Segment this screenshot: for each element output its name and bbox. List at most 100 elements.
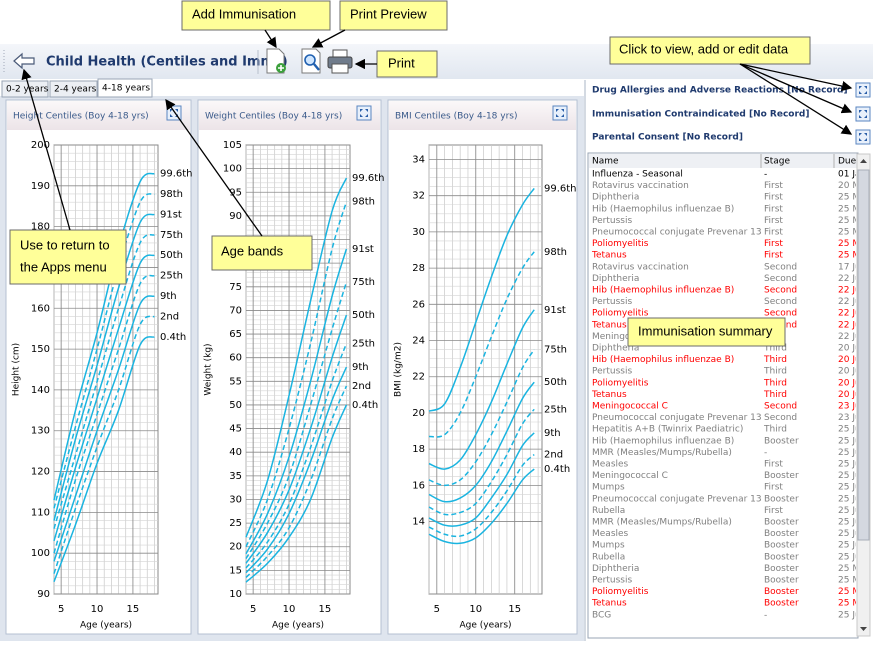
print-button[interactable] — [327, 49, 353, 74]
cell-due: 20 Ju — [838, 378, 861, 388]
tab[interactable] — [1, 80, 49, 98]
y-tick-label: 45 — [229, 424, 242, 435]
table-row[interactable]: Rubella First 25 Ju — [592, 506, 861, 516]
centile-line — [245, 177, 348, 538]
table-row[interactable]: Pneumococcal conjugate Prevenar 13 Second… — [592, 413, 861, 423]
cell-stage: Booster — [764, 576, 799, 586]
table-row[interactable]: Poliomyelitis Third 20 Ju — [592, 378, 861, 388]
cell-stage: Third — [763, 367, 787, 377]
table-row[interactable]: Diphtheria Second 22 Ju — [592, 274, 861, 284]
x-tick-label: 15 — [319, 604, 332, 615]
cell-name: MMR (Measles/Mumps/Rubella) — [592, 448, 732, 458]
expand-button[interactable] — [356, 105, 372, 121]
y-tick-label: 24 — [412, 336, 425, 347]
cell-name: Influenza - Seasonal — [592, 170, 683, 180]
callout-box — [211, 235, 313, 271]
table-row[interactable]: Mumps First 25 Ju — [592, 483, 861, 493]
tab-selected[interactable] — [97, 78, 153, 98]
table-row[interactable]: Hib (Haemophilus influenzae B) First 25 M — [592, 204, 860, 214]
cell-stage: First — [764, 239, 783, 249]
table-row[interactable]: Influenza - Seasonal - 01 Ja — [592, 170, 860, 180]
y-tick-label: 26 — [412, 299, 425, 310]
chart-panel: Weight Centiles (Boy 4-18 yrs) 10 15 20 25 30… — [197, 99, 385, 635]
table-row[interactable]: Tetanus Third 20 Ju — [591, 390, 861, 400]
table-row[interactable]: Tetanus Booster 25 M — [591, 599, 860, 609]
table-row[interactable]: Poliomyelitis Booster 25 M — [592, 587, 860, 597]
centile-label: 50th — [544, 377, 567, 388]
table-row[interactable]: Pertussis First 25 M — [592, 216, 860, 226]
table-row[interactable]: Hepatitis A+B (Twinrix Paediatric) Third 2… — [592, 425, 861, 435]
cell-name: Rubella — [592, 552, 625, 562]
expand-button[interactable] — [855, 82, 871, 98]
add-immunisation-button[interactable] — [266, 48, 286, 74]
cell-due: 25 M — [838, 204, 860, 214]
cell-due: 25 Ju — [838, 552, 861, 562]
cell-stage: First — [764, 193, 783, 203]
table-row[interactable]: Mumps Booster 25 Ju — [592, 541, 861, 551]
table-row[interactable]: MMR (Measles/Mumps/Rubella) - 25 Ju — [592, 448, 861, 458]
column-header[interactable]: Name — [592, 157, 619, 167]
table-row[interactable]: Diphtheria Third 20 Ju — [592, 344, 861, 354]
arrow — [165, 98, 263, 237]
table-row[interactable]: Rotavirus vaccination Second 17 Ju — [592, 262, 861, 272]
cell-stage: Booster — [764, 529, 799, 539]
y-tick-label: 32 — [412, 191, 425, 202]
cell-due: 25 M — [838, 576, 860, 586]
table-row[interactable]: Pertussis Third 20 Ju — [592, 367, 861, 377]
expand-button[interactable] — [855, 129, 871, 145]
table-row[interactable]: Diphtheria Booster 25 M — [592, 564, 860, 574]
y-tick-label: 25 — [229, 518, 242, 529]
cell-name: Hib (Haemophilus influenzae B) — [592, 286, 734, 296]
record-header[interactable]: Parental Consent [No Record] — [592, 133, 743, 143]
scrollbar[interactable] — [856, 153, 871, 637]
y-tick-label: 55 — [229, 376, 242, 387]
expand-button[interactable] — [552, 105, 568, 121]
table-row[interactable]: Pertussis Booster 25 M — [592, 576, 860, 586]
y-tick-label: 28 — [412, 263, 425, 274]
table-row[interactable]: Diphtheria First 25 M — [592, 193, 860, 203]
callout-text: Use to return to — [20, 237, 110, 252]
table-row[interactable]: BCG - 25 Ju — [592, 610, 861, 620]
record-header[interactable]: Drug Allergies and Adverse Reactions [No… — [592, 86, 848, 96]
cell-due: 23 Ju — [838, 402, 861, 412]
back-button[interactable] — [13, 52, 35, 70]
table-row[interactable]: Meningococcal C Booster 25 Ju — [592, 471, 861, 481]
cell-stage: Booster — [764, 587, 799, 597]
centile-label: 25th — [160, 271, 183, 282]
cell-name: Rubella — [592, 506, 625, 516]
table-row[interactable]: Hib (Haemophilus influenzae B) Third 20 Ju — [592, 355, 861, 365]
table-row[interactable]: Pneumococcal conjugate Prevenar 13 First 2… — [592, 228, 860, 238]
callout-text: Age bands — [221, 243, 284, 258]
cell-stage: Second — [764, 309, 797, 319]
print-preview-button[interactable] — [301, 48, 321, 74]
record-header[interactable]: Immunisation Contraindicated [No Record] — [592, 110, 809, 120]
table-row[interactable]: Poliomyelitis Second 22 Ju — [592, 309, 861, 319]
expand-glyph — [859, 110, 867, 118]
column-header[interactable]: Due — [838, 157, 857, 167]
table-row[interactable]: Measles Booster 25 Ju — [592, 529, 861, 539]
table-row[interactable]: Tetanus First 25 M — [591, 251, 860, 261]
cell-stage: First — [764, 181, 783, 191]
table-row[interactable]: Hib (Haemophilus influenzae B) Booster 25 … — [592, 436, 861, 446]
callouts: Add Immunisation Print Preview Print Cli… — [9, 0, 853, 347]
table-row[interactable]: Measles First 25 Ju — [592, 460, 861, 470]
table-row[interactable]: MMR (Measles/Mumps/Rubella) Booster 25 Ju — [592, 518, 861, 528]
expand-button[interactable] — [855, 106, 871, 122]
table-row[interactable]: Rubella Booster 25 Ju — [592, 552, 861, 562]
table-row[interactable]: Meningococcal C Second 23 Ju — [592, 402, 861, 412]
table-row[interactable]: Rotavirus vaccination First 20 M — [592, 181, 860, 191]
cell-stage: Booster — [764, 552, 799, 562]
table-row[interactable]: Pertussis Second 22 Ju — [592, 297, 861, 307]
y-tick-label: 160 — [31, 303, 50, 314]
chart-panel: BMI Centiles (Boy 4-18 yrs) 14 16 18 20 22 24 2… — [387, 99, 578, 635]
centile-line — [245, 385, 348, 578]
table-row[interactable]: Hib (Haemophilus influenzae B) Second 22 J… — [592, 286, 861, 296]
centile-label: 91st — [160, 209, 182, 220]
y-tick-label: 200 — [31, 140, 50, 151]
table-row[interactable]: Poliomyelitis First 25 M — [592, 239, 860, 249]
column-header[interactable]: Stage — [764, 157, 790, 167]
table-row[interactable]: Pneumococcal conjugate Prevenar 13 Booste… — [592, 494, 861, 504]
tab[interactable] — [49, 80, 98, 98]
x-tick-label: 5 — [250, 604, 256, 615]
